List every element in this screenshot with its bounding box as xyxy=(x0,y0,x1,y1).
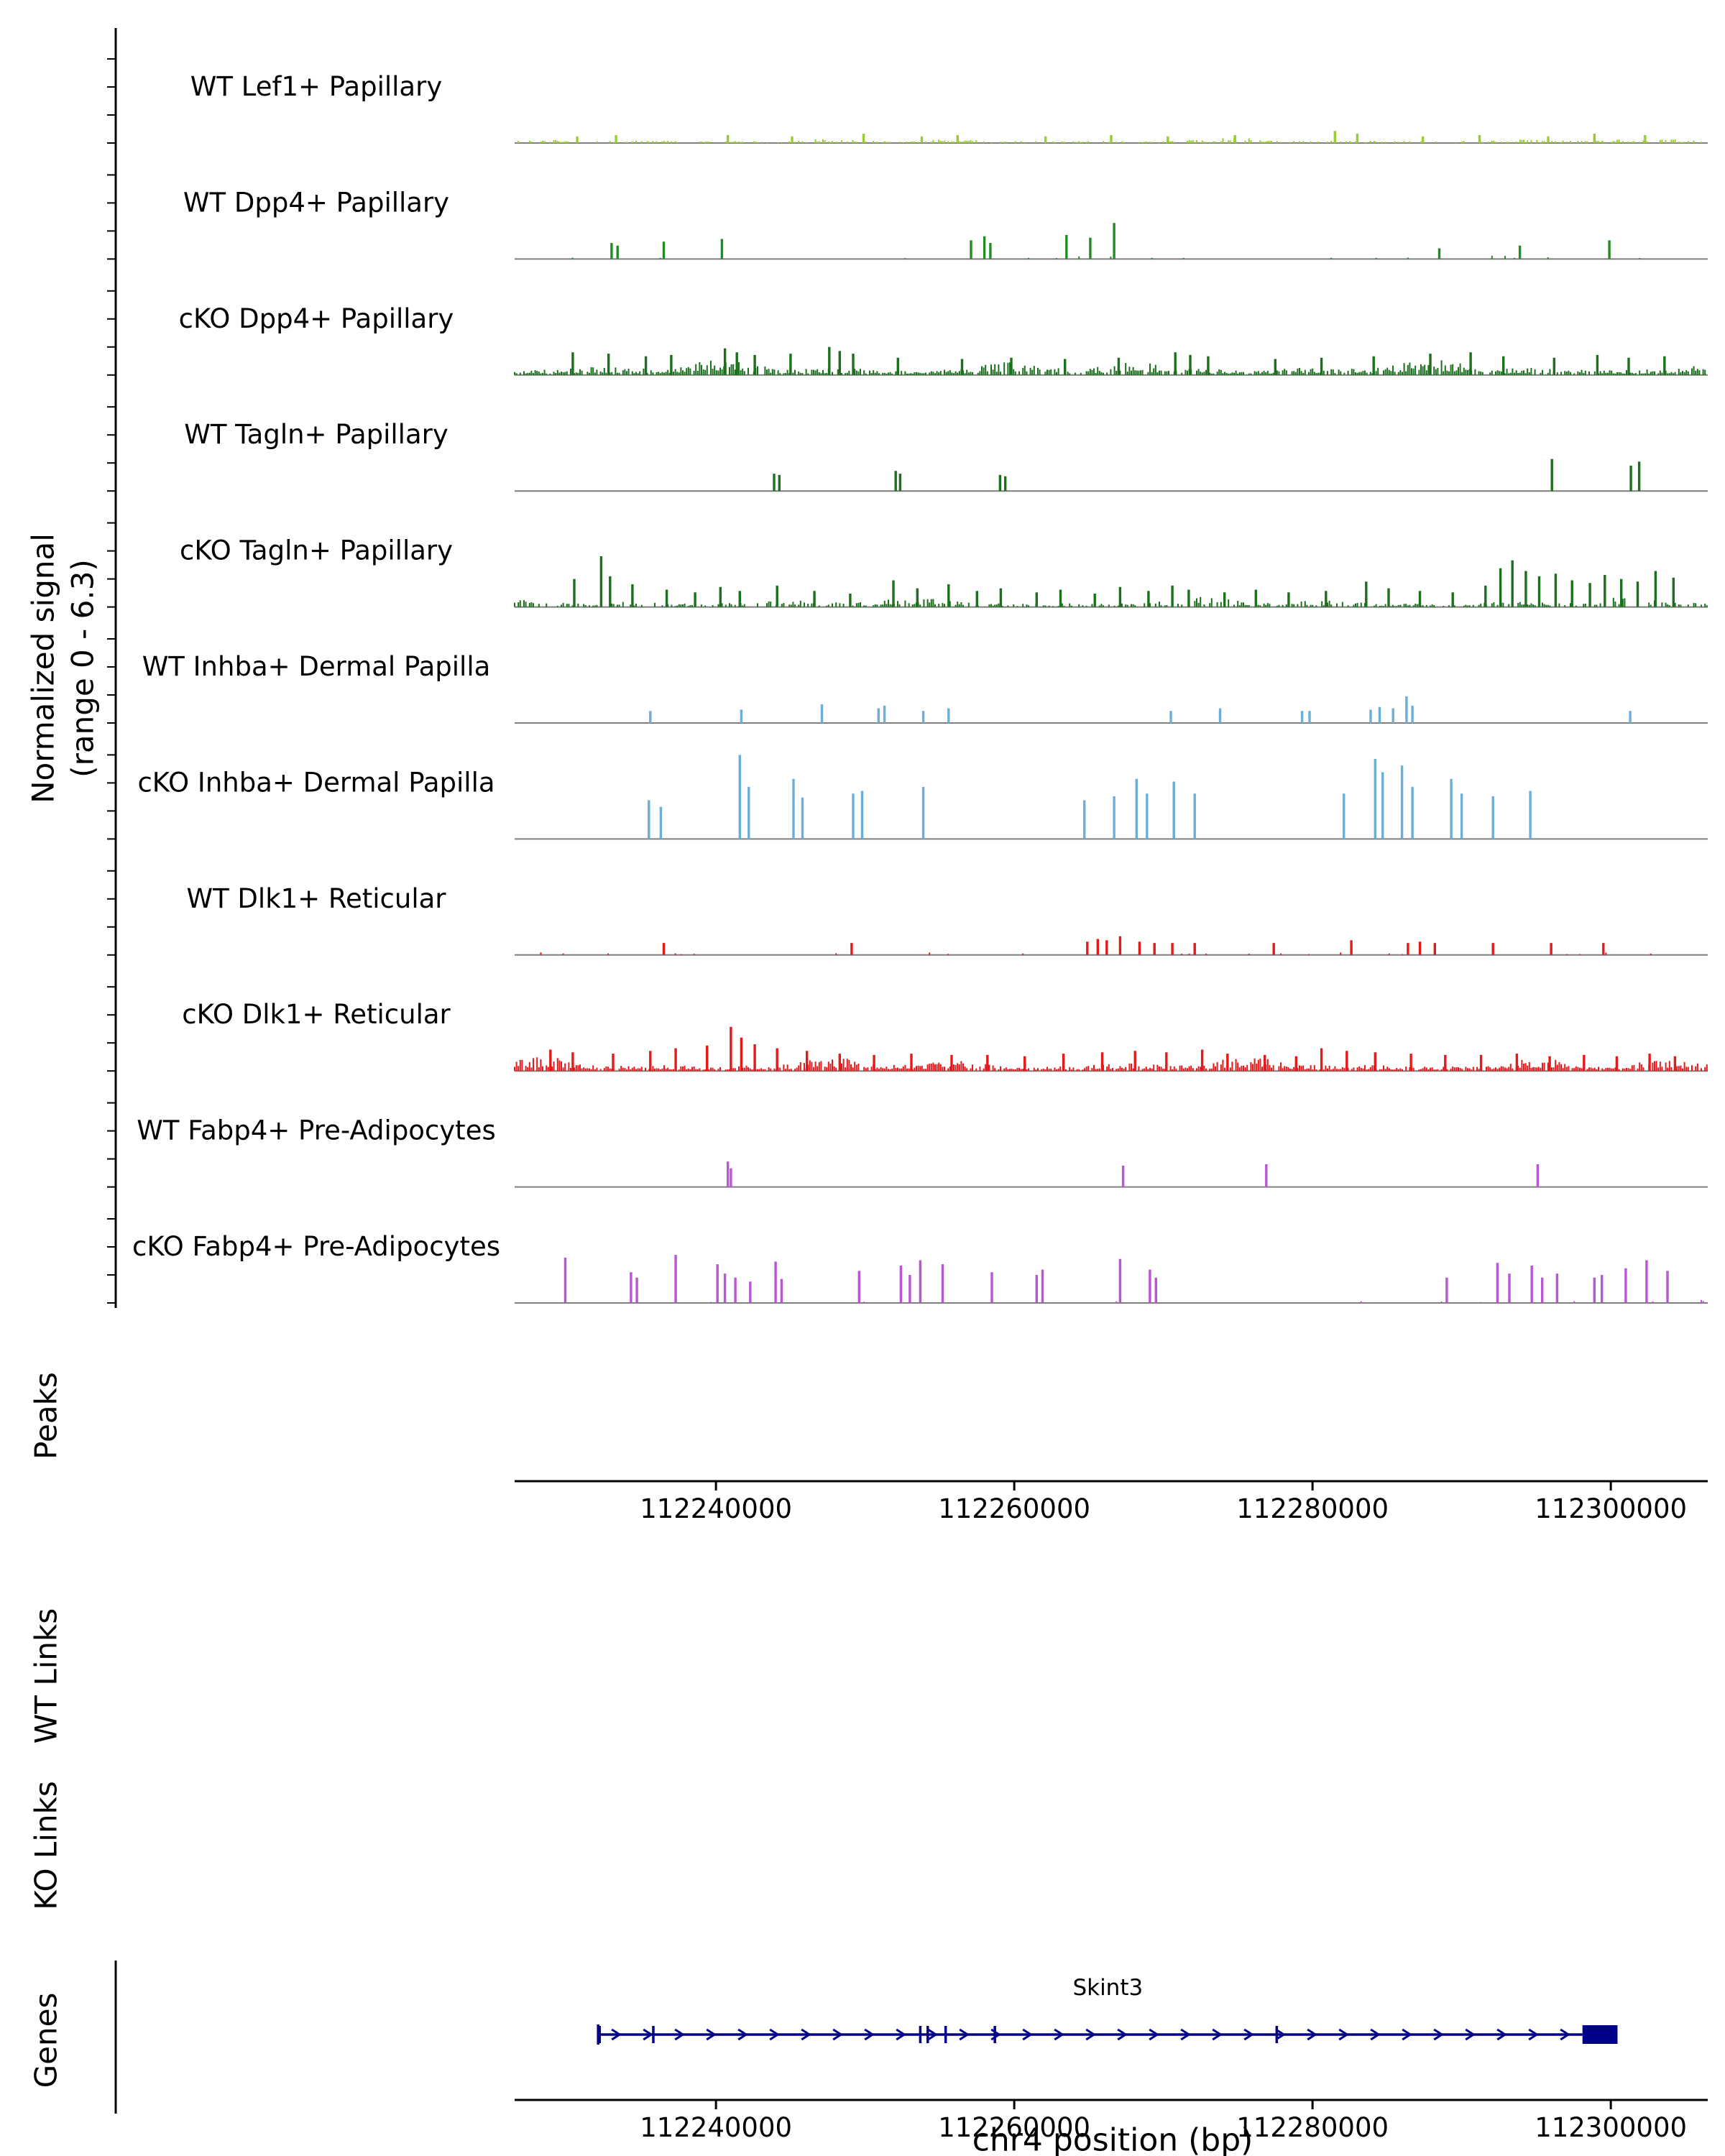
gene-direction-arrow xyxy=(1370,2028,1381,2041)
gene-direction-arrow xyxy=(1528,2028,1539,2041)
track-label: cKO Tagln+ Papillary xyxy=(180,535,453,566)
x-axis-title: chr4 position (bp) xyxy=(972,2122,1254,2156)
gene-direction-arrow xyxy=(1433,2028,1444,2041)
x-tick-label: 112280000 xyxy=(1236,2112,1389,2143)
gene-name: Skint3 xyxy=(1072,1975,1143,2001)
track-peaks-signal xyxy=(610,223,1611,259)
track-label: WT Tagln+ Papillary xyxy=(184,419,448,450)
track-label: cKO Dlk1+ Reticular xyxy=(182,999,451,1030)
gene-direction-arrow xyxy=(1149,2028,1159,2041)
track-label: cKO Inhba+ Dermal Papilla xyxy=(137,767,494,798)
track-label: WT Dpp4+ Papillary xyxy=(183,187,449,218)
gene-direction-arrow xyxy=(896,2028,906,2041)
x-tick-label: 112240000 xyxy=(640,2112,792,2143)
track-noise-signal xyxy=(710,1299,1704,1303)
gene-direction-arrow xyxy=(1307,2028,1317,2041)
x-tick-label: 112300000 xyxy=(1535,1493,1687,1524)
track-label: WT Lef1+ Papillary xyxy=(190,71,442,102)
gene-direction-arrow xyxy=(611,2028,622,2041)
gene-direction-arrow xyxy=(990,2028,1001,2041)
gene-direction-arrow xyxy=(1212,2028,1223,2041)
gene-direction-arrow xyxy=(1022,2028,1033,2041)
track-noise-signal xyxy=(571,255,1641,259)
gene-direction-arrow xyxy=(959,2028,970,2041)
gene-direction-arrow xyxy=(737,2028,748,2041)
gene-direction-arrow xyxy=(1054,2028,1064,2041)
track-label: cKO Dpp4+ Papillary xyxy=(179,303,454,334)
x-tick-label: 112300000 xyxy=(1535,2112,1687,2143)
gene-direction-arrow xyxy=(1402,2028,1412,2041)
track-label: WT Inhba+ Dermal Papilla xyxy=(142,651,491,682)
track-peaks-signal xyxy=(571,346,1666,375)
track-peaks-signal xyxy=(576,131,1647,143)
x-tick-label: 112260000 xyxy=(938,1493,1090,1524)
gene-direction-arrow xyxy=(1496,2028,1507,2041)
x-tick-label: 112280000 xyxy=(1236,1493,1389,1524)
track-peaks-signal xyxy=(573,556,1675,607)
track-noise-signal xyxy=(540,952,1652,955)
gene-direction-arrow xyxy=(1560,2028,1570,2041)
gene-exon-block xyxy=(1582,2025,1618,2044)
track-peaks-signal xyxy=(662,936,1605,955)
gene-direction-arrow xyxy=(769,2028,780,2041)
x-tick-label: 112260000 xyxy=(938,2112,1090,2143)
gene-direction-arrow xyxy=(832,2028,843,2041)
gene-direction-arrow xyxy=(706,2028,717,2041)
gene-direction-arrow xyxy=(1465,2028,1476,2041)
track-peaks-signal xyxy=(727,1161,1540,1187)
gene-direction-arrow xyxy=(1338,2028,1349,2041)
track-label: cKO Fabp4+ Pre-Adipocytes xyxy=(132,1231,500,1262)
track-noise-signal xyxy=(518,138,1702,143)
track-label: WT Fabp4+ Pre-Adipocytes xyxy=(137,1115,495,1146)
gene-direction-arrow xyxy=(674,2028,685,2041)
track-peaks-signal xyxy=(549,1026,1677,1072)
track-peaks-signal xyxy=(564,1255,1669,1303)
gene-direction-arrow xyxy=(643,2028,653,2041)
gene-direction-arrow xyxy=(1117,2028,1128,2041)
x-tick-label: 112240000 xyxy=(640,1493,792,1524)
track-noise-signal xyxy=(514,596,1708,607)
gene-direction-arrow xyxy=(1243,2028,1254,2041)
gene-direction-arrow xyxy=(1085,2028,1096,2041)
track-label: WT Dlk1+ Reticular xyxy=(186,883,446,914)
track-noise-signal xyxy=(514,1057,1708,1072)
track-peaks-signal xyxy=(649,696,1632,723)
gene-direction-arrow xyxy=(1180,2028,1191,2041)
track-peaks-signal xyxy=(648,755,1532,839)
track-peaks-signal xyxy=(773,459,1641,492)
track-noise-signal xyxy=(514,360,1706,375)
gene-direction-arrow xyxy=(801,2028,811,2041)
gene-direction-arrow xyxy=(1275,2028,1286,2041)
gene-direction-arrow xyxy=(927,2028,938,2041)
gene-direction-arrow xyxy=(864,2028,875,2041)
